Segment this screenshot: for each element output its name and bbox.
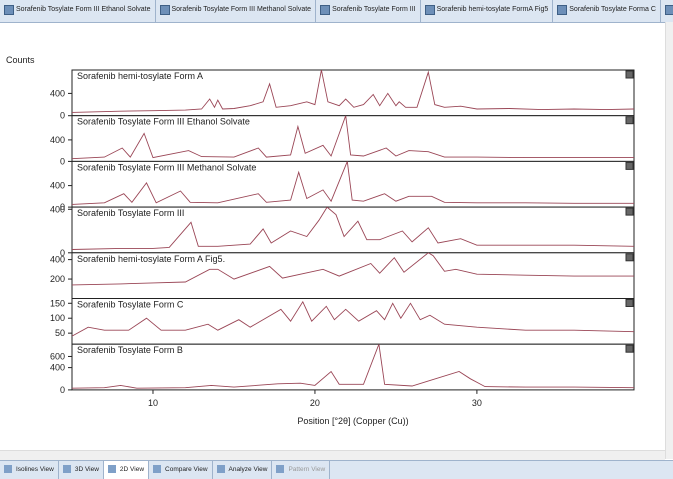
close-button[interactable]	[625, 161, 634, 170]
panel-frame	[71, 160, 635, 208]
doc-tab[interactable]: Sorafenib hemi-tosylate FormA Fig5	[421, 0, 554, 22]
y-tick-label: 0	[60, 111, 65, 121]
pattern-line	[72, 70, 634, 113]
close-button[interactable]	[625, 344, 634, 353]
view-tab: Pattern View	[272, 461, 331, 479]
view-tab[interactable]: 2D View	[103, 461, 150, 479]
y-tick-label: 400	[50, 135, 65, 145]
pattern-line	[72, 161, 634, 205]
view-tab[interactable]: Compare View	[149, 461, 213, 479]
y-tick-label: 0	[60, 248, 65, 258]
panel-title: Sorafenib Tosylate Form C	[77, 300, 184, 310]
v-scrollbar[interactable]	[665, 22, 673, 459]
x-tick-label: 30	[472, 398, 482, 408]
y-tick-label: 150	[50, 298, 65, 308]
pattern-line	[72, 252, 634, 286]
x-tick-label: 10	[148, 398, 158, 408]
y-tick-label: 400	[50, 255, 65, 265]
view-tab[interactable]: 3D View	[59, 461, 104, 479]
y-tick-label: 400	[50, 363, 65, 373]
doc-tab[interactable]: Sorafenib Tosylate Form III Methanol Sol…	[156, 0, 317, 22]
close-button[interactable]	[625, 70, 634, 79]
doc-tab[interactable]: Sorafenib Tosylate Form III	[316, 0, 421, 22]
doc-tab[interactable]: Sorafenib Tosylate Forma C	[553, 0, 661, 22]
view-tab[interactable]: Isolines View	[0, 461, 59, 479]
panel-frame	[71, 115, 635, 162]
pattern-line	[72, 344, 634, 389]
y-tick-label: 200	[50, 274, 65, 284]
pattern-line	[72, 207, 634, 250]
panel-title: Sorafenib hemi-tosylate Form A	[77, 71, 203, 81]
close-button[interactable]	[625, 207, 634, 216]
pattern-line	[72, 300, 634, 337]
panel-title: Sorafenib Tosylate Form B	[77, 345, 183, 355]
pattern-line	[72, 115, 634, 160]
view-tab[interactable]: Analyze View	[213, 461, 273, 479]
y-tick-label: 400	[50, 181, 65, 191]
y-tick-label: 0	[60, 156, 65, 166]
panel-title: Sorafenib Tosylate Form III Ethanol Solv…	[77, 117, 250, 127]
close-button[interactable]	[625, 253, 634, 262]
y-tick-label: 0	[60, 202, 65, 212]
panel-frame	[71, 343, 635, 391]
y-tick-label: 400	[50, 88, 65, 98]
doc-tab[interactable]: Sorafenib Tosylate Forma	[661, 0, 673, 22]
y-tick-label: 400	[50, 204, 65, 214]
panel-title: Sorafenib Tosylate Form III Methanol Sol…	[77, 162, 256, 172]
doc-tab[interactable]: Sorafenib Tosylate Form III Ethanol Solv…	[0, 0, 156, 22]
y-tick-label: 0	[60, 385, 65, 395]
y-axis-title: Counts	[6, 55, 35, 65]
close-button[interactable]	[625, 116, 634, 125]
y-tick-label: 100	[50, 313, 65, 323]
close-button[interactable]	[625, 299, 634, 307]
x-tick-label: 20	[310, 398, 320, 408]
y-tick-label: 600	[50, 351, 65, 361]
h-scrollbar[interactable]	[0, 450, 665, 460]
panel-frame	[71, 298, 635, 345]
y-tick-label: 50	[55, 328, 65, 338]
view-tab-bar: Isolines View 3D View 2D View Compare View A…	[0, 460, 673, 479]
panel-title: Sorafenib hemi-tosylate Form A Fig5.	[77, 254, 225, 264]
panel-title: Sorafenib Tosylate Form III	[77, 208, 184, 218]
tab-bar: Sorafenib Tosylate Form III Ethanol Solv…	[0, 0, 673, 23]
panel-frame	[71, 69, 635, 117]
x-axis-title: Position [°2θ] (Copper (Cu))	[297, 416, 408, 426]
